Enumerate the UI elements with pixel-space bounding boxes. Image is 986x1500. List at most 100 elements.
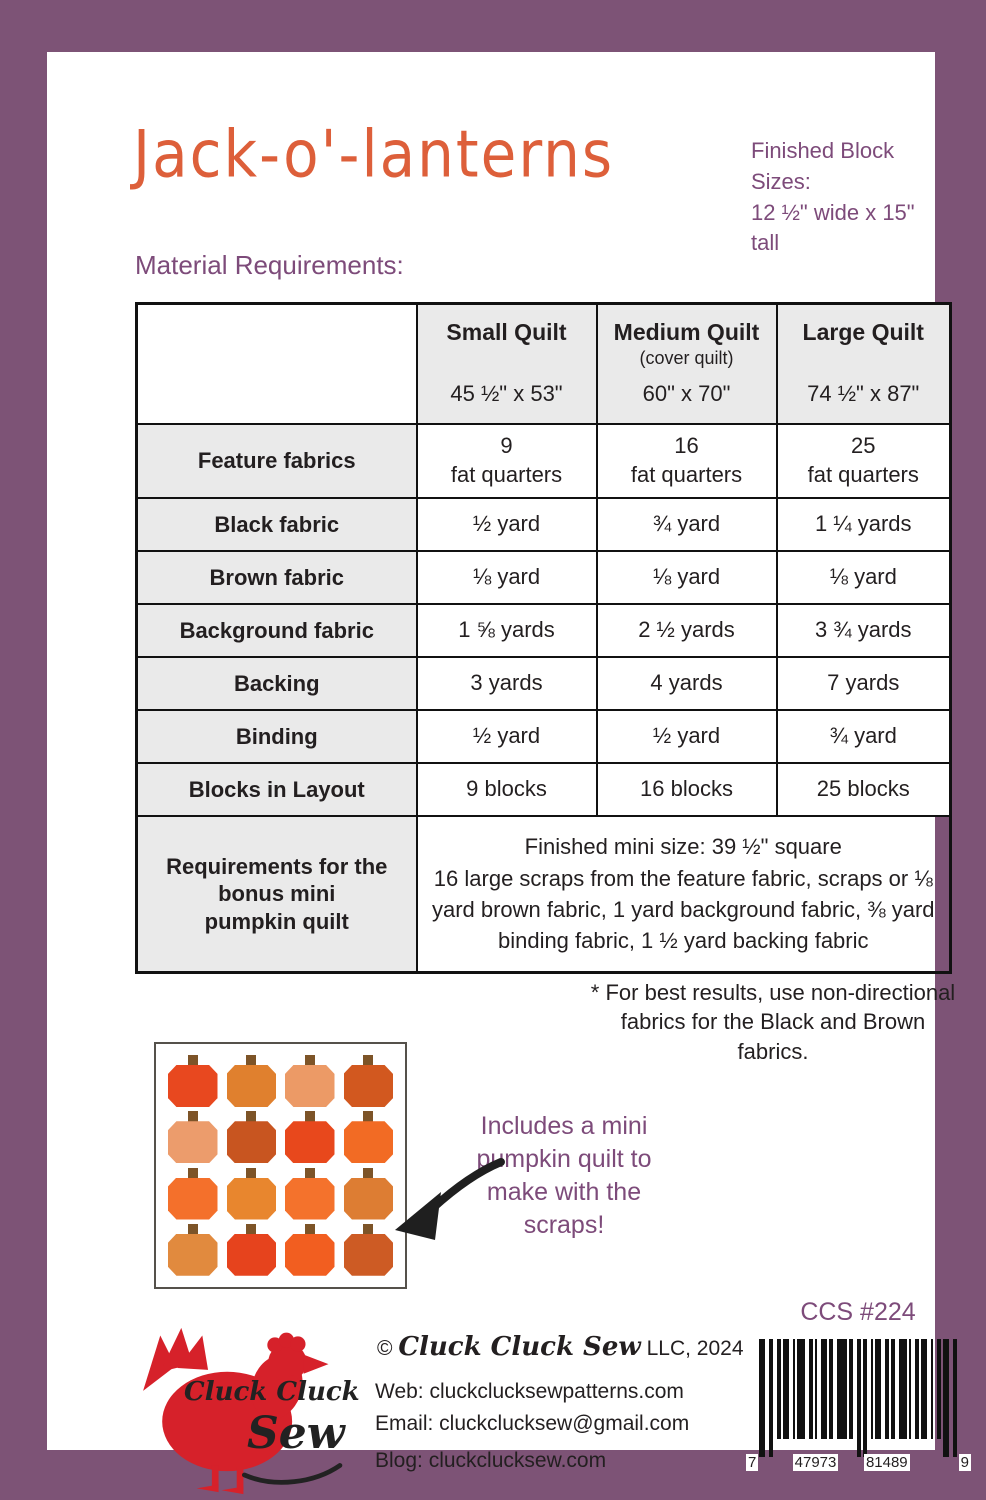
pumpkin-block bbox=[285, 1055, 335, 1107]
pumpkin-body bbox=[285, 1177, 335, 1220]
pumpkin-stem bbox=[246, 1111, 257, 1123]
row-label: Binding bbox=[135, 709, 418, 764]
pumpkin-body bbox=[343, 1121, 393, 1164]
upc-barcode: 7 47973 81489 9 bbox=[746, 1339, 971, 1471]
table-header-row: Small Quilt 45 ½" x 53" Medium Quilt (co… bbox=[135, 302, 952, 425]
cell-value: ⅛ yard bbox=[775, 550, 952, 605]
cell-value: 16 blocks bbox=[595, 762, 778, 817]
column-size: 45 ½" x 53" bbox=[450, 381, 563, 406]
row-label: Background fabric bbox=[135, 603, 418, 658]
pumpkin-block bbox=[226, 1167, 276, 1220]
pumpkin-stem bbox=[246, 1167, 257, 1179]
pumpkin-body bbox=[226, 1177, 276, 1220]
pumpkin-body bbox=[285, 1121, 335, 1164]
cell-value: 16 fat quarters bbox=[595, 423, 778, 499]
column-subtitle: (cover quilt) bbox=[639, 348, 734, 368]
column-size: 60" x 70" bbox=[642, 381, 731, 406]
cell-value: 9 fat quarters bbox=[415, 423, 598, 499]
content-panel: Jack-o'-lanterns Finished Block Sizes: 1… bbox=[47, 52, 971, 1495]
cell-value: ½ yard bbox=[595, 709, 778, 764]
pumpkin-stem bbox=[363, 1111, 374, 1123]
barcode-digit-group: 81489 bbox=[863, 1454, 910, 1471]
pumpkin-stem bbox=[187, 1223, 198, 1235]
row-label: Requirements for the bonus mini pumpkin … bbox=[135, 815, 418, 973]
pumpkin-body bbox=[343, 1233, 393, 1276]
pumpkin-body bbox=[168, 1233, 218, 1276]
column-header-content: Large Quilt 74 ½" x 87" bbox=[784, 307, 944, 421]
pumpkin-body bbox=[285, 1065, 335, 1107]
column-subtitle bbox=[786, 348, 942, 350]
pumpkin-block bbox=[168, 1055, 218, 1107]
pumpkin-block bbox=[226, 1223, 276, 1276]
contact-block: Web: cluckclucksewpatterns.com Email: cl… bbox=[375, 1378, 689, 1479]
cell-value: 4 yards bbox=[595, 656, 778, 711]
copyright-rest: LLC, 2024 bbox=[640, 1337, 744, 1360]
pumpkin-block bbox=[226, 1055, 276, 1107]
chicken-icon bbox=[143, 1327, 343, 1495]
table-row-brown-fabric: Brown fabric ⅛ yard ⅛ yard ⅛ yard bbox=[135, 550, 952, 605]
pumpkin-stem bbox=[246, 1055, 257, 1066]
pumpkin-body bbox=[285, 1233, 335, 1276]
pumpkin-body bbox=[226, 1065, 276, 1107]
column-title: Small Quilt bbox=[446, 319, 567, 345]
pumpkin-stem bbox=[304, 1167, 315, 1179]
pumpkin-body bbox=[343, 1065, 393, 1107]
pumpkin-stem bbox=[187, 1167, 198, 1179]
cell-value: 1 ¼ yards bbox=[775, 497, 952, 552]
barcode-bars bbox=[759, 1339, 957, 1457]
column-subtitle bbox=[426, 348, 588, 350]
pumpkin-stem bbox=[363, 1167, 374, 1179]
arrow-icon bbox=[395, 1158, 505, 1240]
pumpkin-body bbox=[226, 1233, 276, 1276]
row-label: Backing bbox=[135, 656, 418, 711]
row-label: Blocks in Layout bbox=[135, 762, 418, 817]
pumpkin-body bbox=[168, 1121, 218, 1164]
pumpkin-block bbox=[285, 1111, 335, 1164]
row-label: Black fabric bbox=[135, 497, 418, 552]
blog-line: Blog: cluckclucksew.com bbox=[375, 1448, 607, 1472]
mini-quilt-image bbox=[154, 1042, 407, 1289]
column-size: 74 ½" x 87" bbox=[807, 381, 920, 406]
row-label: Feature fabrics bbox=[135, 423, 418, 499]
cell-value: ¾ yard bbox=[595, 497, 778, 552]
cell-value: 2 ½ yards bbox=[595, 603, 778, 658]
pumpkin-block bbox=[343, 1055, 393, 1107]
cell-value: 25 blocks bbox=[775, 762, 952, 817]
column-header-small: Small Quilt 45 ½" x 53" bbox=[415, 302, 598, 425]
barcode-digit: 9 bbox=[958, 1454, 971, 1471]
table-row-bonus-mini: Requirements for the bonus mini pumpkin … bbox=[135, 815, 952, 973]
table-row-backing: Backing 3 yards 4 yards 7 yards bbox=[135, 656, 952, 711]
pumpkin-stem bbox=[304, 1111, 315, 1123]
material-requirements-table: Small Quilt 45 ½" x 53" Medium Quilt (co… bbox=[135, 302, 952, 974]
cell-value: 3 yards bbox=[415, 656, 598, 711]
cell-value: ½ yard bbox=[415, 497, 598, 552]
page-title: Jack-o'-lanterns bbox=[133, 116, 615, 193]
pumpkin-stem bbox=[246, 1223, 257, 1235]
finished-block-sizes: Finished Block Sizes: 12 ½" wide x 15" t… bbox=[751, 138, 915, 256]
pumpkin-stem bbox=[304, 1055, 315, 1066]
cluck-cluck-sew-logo: Cluck Cluck Sew bbox=[129, 1324, 360, 1496]
pumpkin-stem bbox=[304, 1223, 315, 1235]
table-row-blocks-in-layout: Blocks in Layout 9 blocks 16 blocks 25 b… bbox=[135, 762, 952, 817]
cell-value: 7 yards bbox=[775, 656, 952, 711]
pumpkin-body bbox=[168, 1065, 218, 1107]
pumpkin-block bbox=[285, 1167, 335, 1220]
pumpkin-block bbox=[168, 1111, 218, 1164]
pumpkin-block bbox=[343, 1111, 393, 1164]
cell-value: ¾ yard bbox=[775, 709, 952, 764]
cell-value: 25 fat quarters bbox=[775, 423, 952, 499]
column-header-medium: Medium Quilt (cover quilt) 60" x 70" bbox=[595, 302, 778, 425]
copyright-script: Cluck Cluck Sew bbox=[398, 1332, 641, 1362]
pumpkin-stem bbox=[187, 1055, 198, 1066]
pumpkin-block bbox=[168, 1167, 218, 1220]
pumpkin-stem bbox=[363, 1055, 374, 1066]
table-row-background-fabric: Background fabric 1 ⅝ yards 2 ½ yards 3 … bbox=[135, 603, 952, 658]
pumpkin-block bbox=[168, 1223, 218, 1276]
pumpkin-block bbox=[226, 1111, 276, 1164]
email-line: Email: cluckclucksew@gmail.com bbox=[375, 1411, 690, 1435]
table-row-feature-fabrics: Feature fabrics 9 fat quarters 16 fat qu… bbox=[135, 423, 952, 499]
column-title: Medium Quilt bbox=[613, 319, 760, 345]
cell-value: 3 ¾ yards bbox=[775, 603, 952, 658]
fabric-note: * For best results, use non-directional … bbox=[590, 980, 956, 1064]
column-header-content: Small Quilt 45 ½" x 53" bbox=[424, 307, 590, 421]
